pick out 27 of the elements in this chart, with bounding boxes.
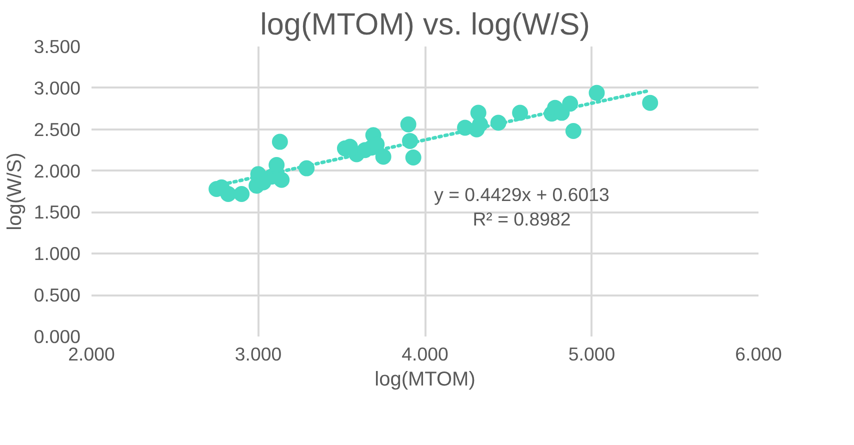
y-tick-label: 2.500: [34, 118, 80, 140]
x-tick-label: 5.000: [568, 344, 616, 364]
y-tick-label: 3.500: [34, 36, 80, 57]
point: [272, 134, 288, 150]
point: [274, 172, 290, 188]
point: [405, 150, 422, 166]
annotation: R² = 0.8982: [472, 208, 571, 230]
x-axis-title: log(MTOM): [374, 368, 476, 390]
x-tick-label: 4.000: [402, 344, 448, 364]
y-tick-label: 0.500: [34, 284, 80, 306]
y-tick-label: 3.000: [34, 77, 80, 98]
point: [588, 84, 605, 101]
y-tick-label: 1.000: [34, 243, 80, 264]
y-axis-title: log(W/S): [4, 152, 26, 230]
chart-title: log(MTOM) vs. log(W/S): [260, 8, 590, 42]
annotation: y = 0.4429x + 0.6013: [434, 184, 610, 205]
x-tick-label: 6.000: [735, 344, 782, 364]
y-tick-label: 1.500: [34, 202, 80, 223]
point: [234, 186, 250, 202]
y-tick-label: 2.000: [34, 160, 80, 182]
point: [220, 186, 236, 202]
point: [642, 94, 658, 111]
point: [565, 123, 582, 139]
x-tick-label: 3.000: [234, 344, 282, 364]
point: [268, 157, 285, 173]
point: [400, 116, 416, 132]
point: [375, 148, 392, 165]
